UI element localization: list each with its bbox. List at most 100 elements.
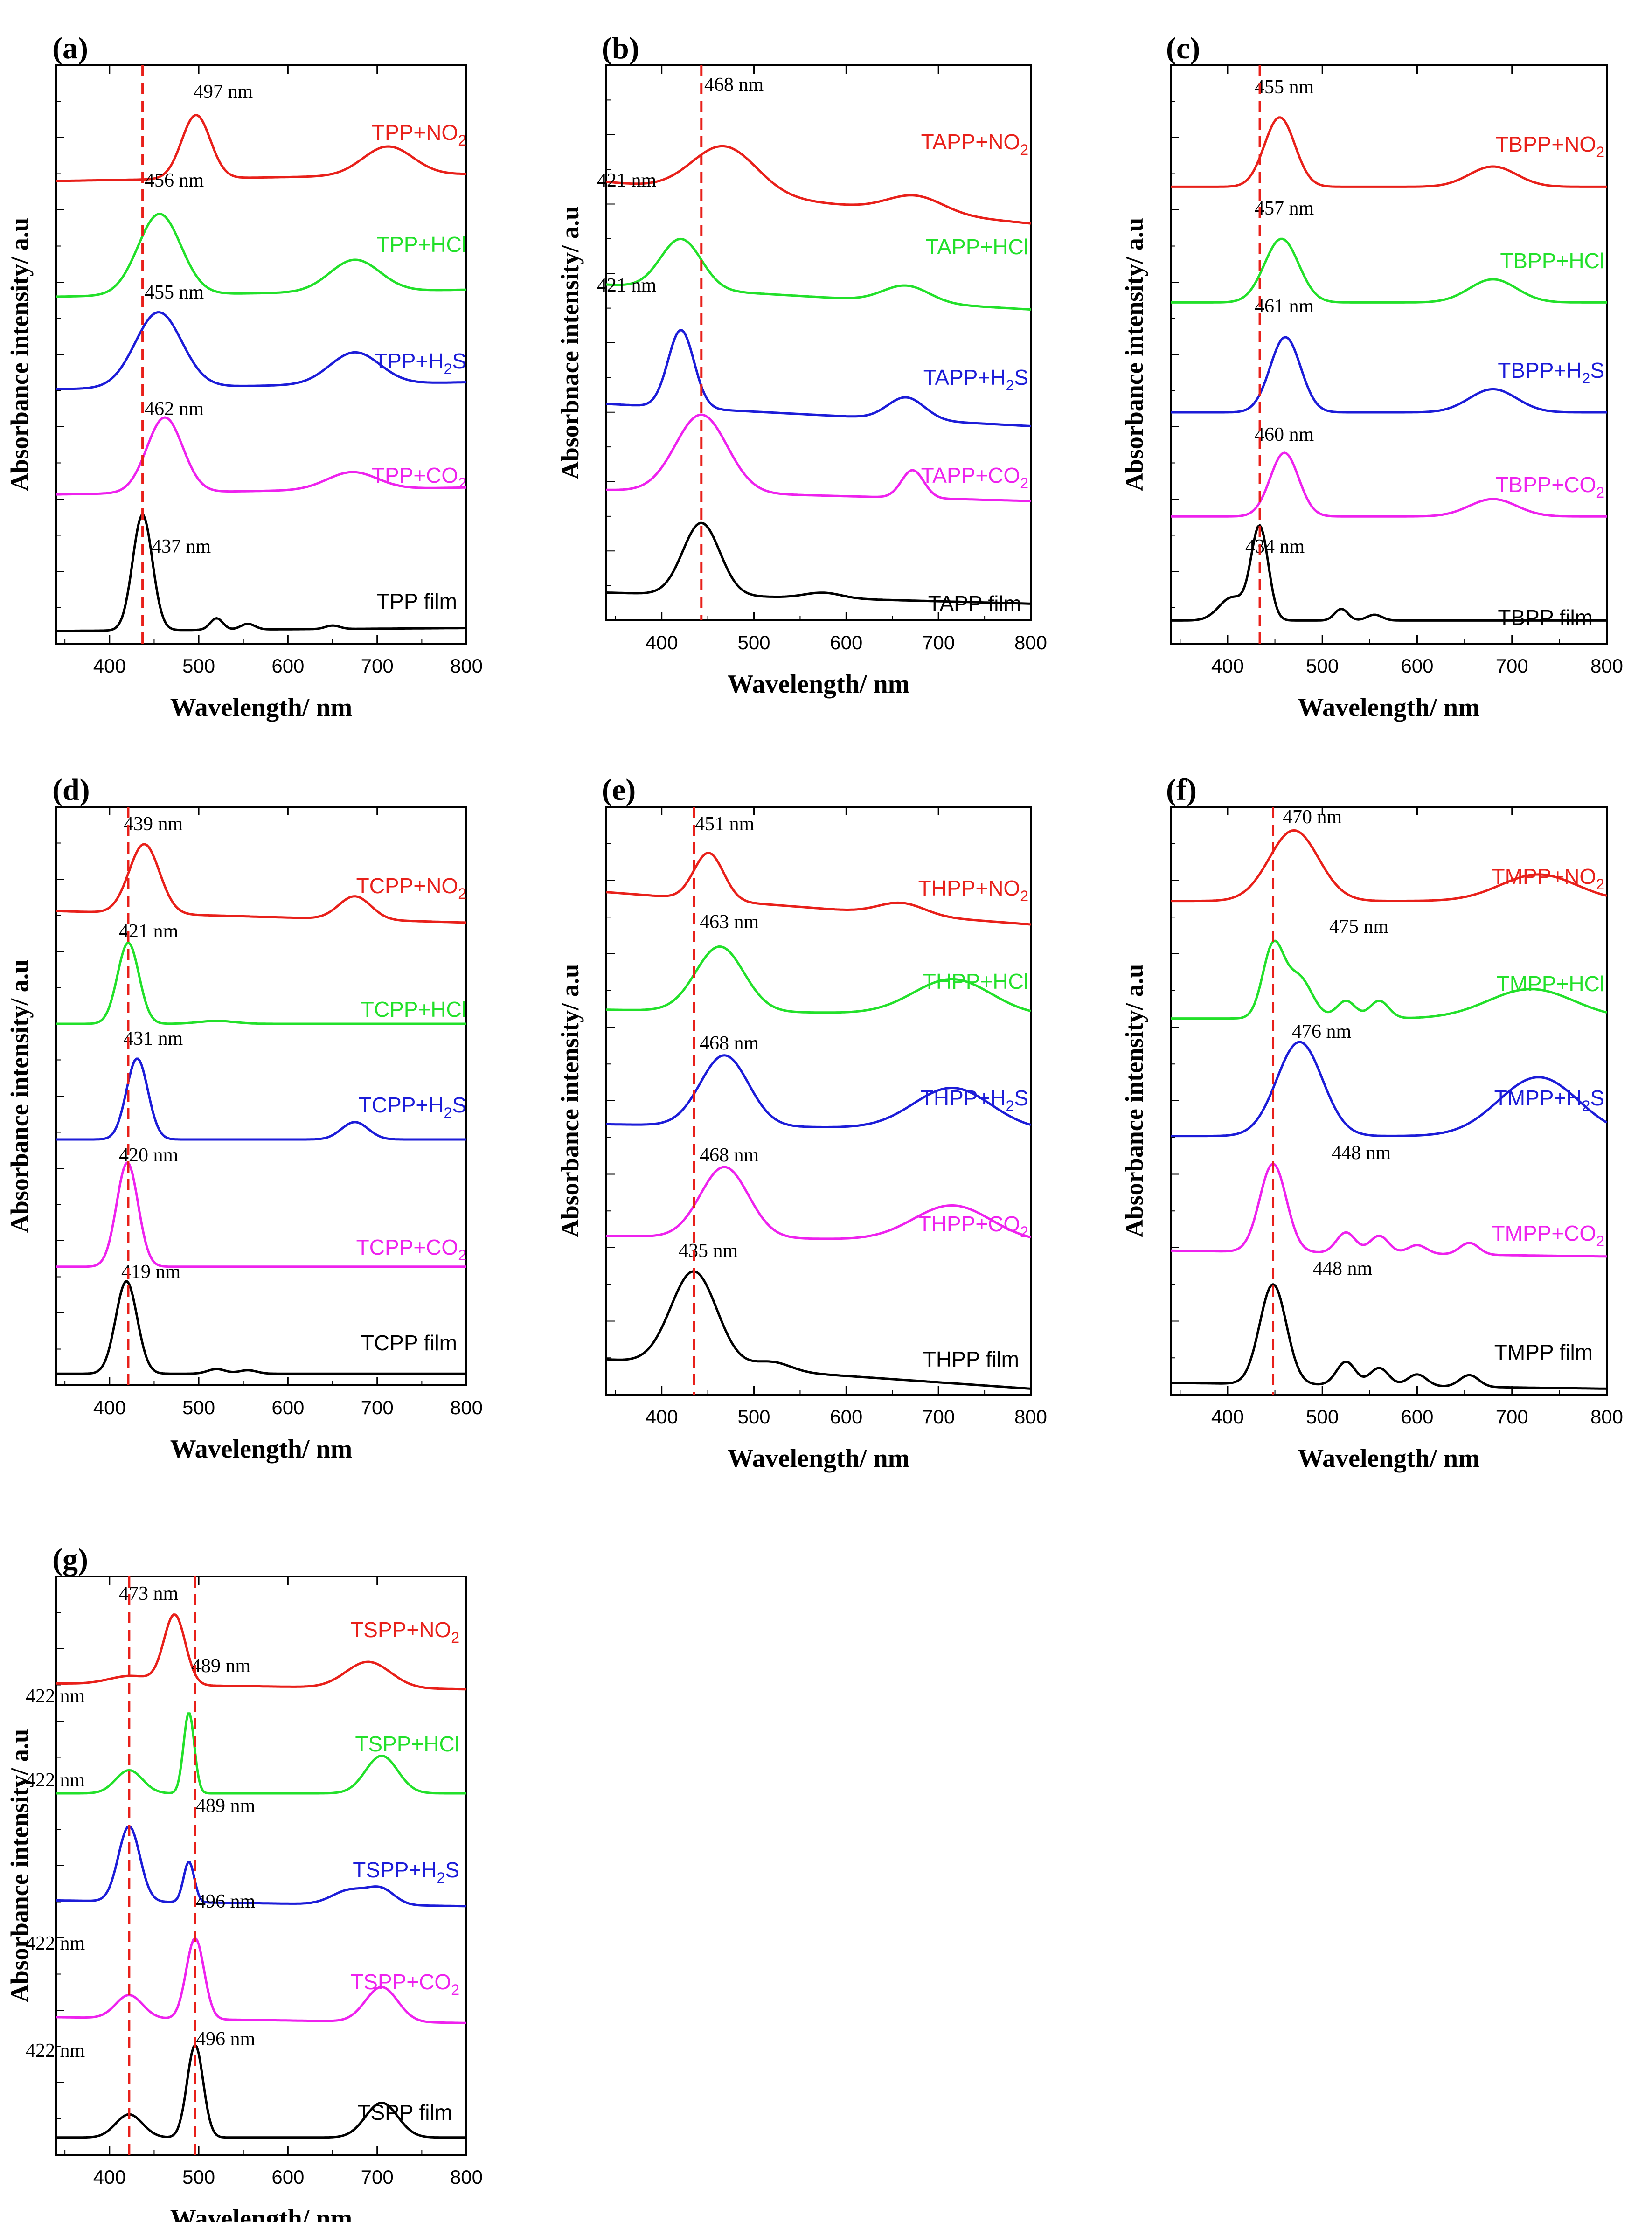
series-line-film <box>606 521 1031 605</box>
series-line-film <box>1170 1283 1607 1390</box>
series-line-film <box>606 1270 1031 1390</box>
peak-annotation: 457 nm <box>1255 198 1314 219</box>
series-label: TAPP+HCl <box>926 235 1028 259</box>
x-tick-label: 600 <box>1401 1406 1433 1428</box>
peak-annotation: 470 nm <box>1283 806 1342 828</box>
x-tick-label: 700 <box>1496 1406 1528 1428</box>
panel-label: (a) <box>52 31 88 65</box>
series-label: TCPP+CO2 <box>356 1235 466 1264</box>
series-label: THPP+NO2 <box>918 876 1028 904</box>
series-label: TAPP+H2S <box>923 365 1028 394</box>
peak-annotation: 462 nm <box>145 398 204 420</box>
peak-annotation: 422 nm <box>26 2040 85 2062</box>
x-tick-label: 400 <box>93 655 126 677</box>
series-label: THPP film <box>923 1347 1019 1371</box>
panel-a: (a) 400 500 600 700 800 Wavelength/ nm Absorban… <box>6 31 483 722</box>
y-axis-label: Absorbance intensity/ a.u <box>556 964 584 1238</box>
y-axis-label: Absorbance intensity/ a.u <box>6 959 34 1233</box>
series-label: TBPP film <box>1498 605 1593 630</box>
series-label: TBPP+H2S <box>1498 358 1604 387</box>
peak-annotation: 460 nm <box>1255 424 1314 445</box>
y-axis-label: Absorbance intensity/ a.u <box>6 1729 34 2003</box>
series-label: TCPP+H2S <box>359 1093 466 1121</box>
x-axis-label: Wavelength/ nm <box>170 693 352 722</box>
peak-annotation: 489 nm <box>196 1795 256 1817</box>
series-label: TAPP+CO2 <box>921 463 1028 492</box>
x-tick-label: 600 <box>271 1396 304 1418</box>
series-label: TAPP film <box>928 591 1021 616</box>
x-axis-label: Wavelength/ nm <box>170 2204 352 2222</box>
x-tick-label: 400 <box>1211 1406 1244 1428</box>
series-label: TPP+H2S <box>374 349 466 377</box>
series-line-h2s <box>56 311 467 390</box>
peak-annotation: 463 nm <box>700 911 759 933</box>
series-line-hcl <box>1171 237 1607 304</box>
panel-g: (g) 400 500 600 700 800 Wavelength/ nm Absorban… <box>6 1542 483 2222</box>
x-tick-label: 800 <box>450 2166 483 2188</box>
x-tick-label: 400 <box>93 2166 126 2188</box>
peak-annotation: 468 nm <box>700 1033 759 1054</box>
peak-annotation: 422 nm <box>26 1686 85 1707</box>
x-tick-label: 800 <box>450 655 483 677</box>
series-line-co2 <box>56 1161 466 1268</box>
panel-c: (c) 400 500 600 700 800 Wavelength/ nm Absorban… <box>1120 31 1623 722</box>
series-label: TBPP+HCl <box>1500 249 1604 273</box>
x-tick-label: 700 <box>922 1406 955 1428</box>
series-line-no2 <box>606 852 1031 926</box>
peak-annotation: 489 nm <box>191 1655 251 1677</box>
peak-annotation: 496 nm <box>196 2028 256 2050</box>
series-line-h2s <box>606 329 1031 427</box>
x-tick-label: 600 <box>271 655 304 677</box>
series-label: TSPP+CO2 <box>350 1970 459 1998</box>
x-tick-label: 500 <box>1306 1406 1339 1428</box>
x-axis-label: Wavelength/ nm <box>728 670 909 699</box>
x-tick-label: 500 <box>182 1396 215 1418</box>
peak-annotation: 473 nm <box>119 1583 179 1604</box>
series-label: TSPP+NO2 <box>350 1618 459 1646</box>
series-label: TPP+NO2 <box>372 120 466 149</box>
series-label: TPP film <box>376 589 457 613</box>
peak-annotation: 468 nm <box>700 1145 759 1166</box>
peak-annotation: 461 nm <box>1255 296 1314 317</box>
series-line-hcl <box>606 237 1031 311</box>
series-label: TPP+CO2 <box>372 463 466 492</box>
series-label: TCPP+NO2 <box>356 874 466 902</box>
x-tick-label: 800 <box>450 1396 483 1418</box>
panel-b: (b) 400 500 600 700 800 Wavelength/ nm Absorbna… <box>556 31 1047 699</box>
x-tick-label: 700 <box>1496 655 1528 677</box>
x-tick-label: 800 <box>1014 1406 1047 1428</box>
panel-d: (d) 400 500 600 700 800 Wavelength/ nm Absorban… <box>6 773 483 1464</box>
peak-annotation: 448 nm <box>1332 1142 1391 1164</box>
series-label: TPP+HCl <box>376 232 466 257</box>
series-label: TCPP+HCl <box>361 997 466 1021</box>
x-tick-label: 700 <box>361 2166 394 2188</box>
series-line-film <box>56 2043 466 2139</box>
x-tick-label: 700 <box>922 632 955 653</box>
x-tick-label: 500 <box>1306 655 1339 677</box>
peak-annotation: 419 nm <box>121 1261 181 1283</box>
series-label: TSPP film <box>357 2100 452 2125</box>
peak-annotation: 421 nm <box>597 275 657 296</box>
series-label: TMPP+H2S <box>1494 1086 1604 1114</box>
series-label: TBPP+CO2 <box>1495 472 1604 501</box>
series-line-hcl <box>1171 939 1607 1020</box>
panel-label: (f) <box>1166 773 1197 807</box>
peak-annotation: 455 nm <box>1255 76 1314 98</box>
series-line-co2 <box>1171 451 1607 518</box>
x-tick-label: 600 <box>830 632 862 653</box>
series-label: TSPP+H2S <box>353 1858 459 1886</box>
x-tick-label: 500 <box>182 655 215 677</box>
series-line-h2s <box>56 1057 466 1141</box>
series-line-h2s <box>1171 1041 1608 1138</box>
series-line-no2 <box>1171 829 1607 903</box>
x-tick-label: 400 <box>93 1396 126 1418</box>
panel-label: (b) <box>602 31 639 65</box>
y-axis-label: Absorbance intensity/ a.u <box>1120 218 1148 492</box>
x-tick-label: 800 <box>1590 655 1623 677</box>
series-label: TSPP+HCl <box>355 1732 459 1756</box>
peak-annotation: 431 nm <box>124 1028 183 1049</box>
peak-annotation: 497 nm <box>194 81 253 103</box>
series-line-co2 <box>56 1937 467 2024</box>
x-tick-label: 500 <box>182 2166 215 2188</box>
series-line-film <box>1171 524 1607 622</box>
